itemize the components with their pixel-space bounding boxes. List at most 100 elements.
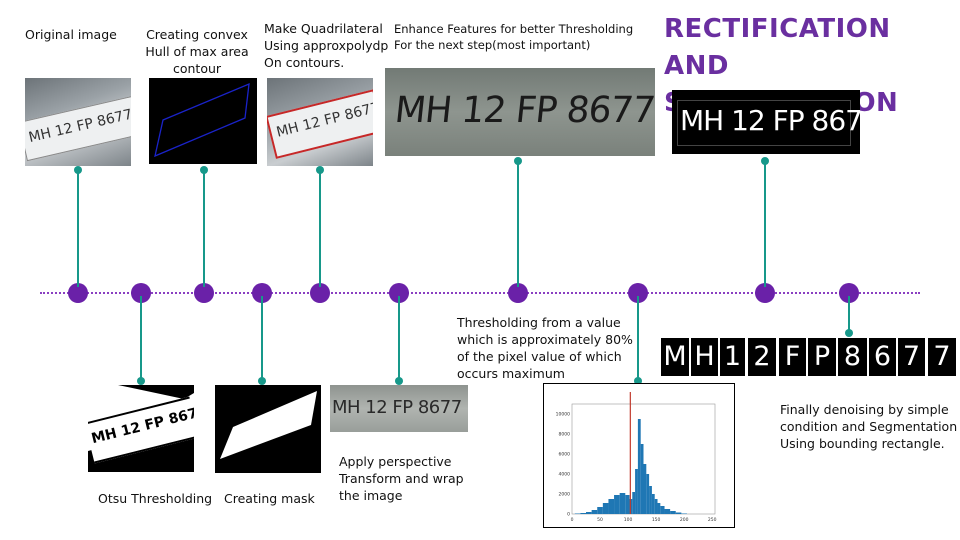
connector-tip-final-plate xyxy=(761,157,769,165)
histogram-bar xyxy=(681,513,687,514)
connector-perspective xyxy=(398,296,400,381)
connector-otsu xyxy=(140,296,142,381)
histogram-bar xyxy=(597,507,603,514)
histogram-bar xyxy=(643,464,647,514)
histogram-bar xyxy=(675,512,682,514)
connector-quad xyxy=(319,172,321,287)
plate-text-quadrilateral: MH 12 FP 8677 xyxy=(274,99,373,141)
connector-tip-hull xyxy=(200,166,208,174)
histogram-bar xyxy=(646,474,650,514)
histogram-bar xyxy=(651,494,655,514)
segment-char-5: F xyxy=(779,338,806,376)
histogram-y-tick: 4000 xyxy=(559,472,571,478)
connector-segmentation xyxy=(848,296,850,332)
histogram-bar xyxy=(660,506,665,514)
connector-final-plate xyxy=(764,163,766,287)
connector-tip-quad xyxy=(316,166,324,174)
connector-hull xyxy=(203,172,205,287)
image-convex-hull xyxy=(149,78,257,164)
plate-text-final: MH 12 FP 8677 xyxy=(680,104,860,137)
connector-tip-enhance xyxy=(514,157,522,165)
title-line-1: RECTIFICATION xyxy=(664,14,891,44)
histogram-y-tick: 8000 xyxy=(559,432,571,438)
image-otsu-threshold: MH 12 FP 8677 xyxy=(88,385,194,472)
connector-tip-original xyxy=(74,166,82,174)
caption-quadrilateral: Make Quadrilateral Using approxpolydp On… xyxy=(264,21,389,70)
histogram-bar xyxy=(640,444,644,514)
timeline-node-original xyxy=(68,283,88,303)
plate-text-perspective: MH 12 FP 8677 xyxy=(332,397,462,418)
histogram-chart: 0 2000 4000 6000 8000 10000 0 50 100 150 200 250 xyxy=(543,383,735,528)
histogram-bar xyxy=(649,486,652,514)
segment-char-8: 6 xyxy=(869,338,896,376)
connector-threshold xyxy=(637,296,639,381)
segment-char-9: 7 xyxy=(898,338,925,376)
segment-char-10: 7 xyxy=(928,338,956,376)
histogram-x-tick: 200 xyxy=(680,517,689,523)
histogram-x-tick: 0 xyxy=(571,517,574,523)
timeline-node-segmentation xyxy=(839,283,859,303)
caption-mask: Creating mask xyxy=(224,491,315,506)
histogram-bar xyxy=(635,469,638,514)
caption-convex-hull: Creating convex Hull of max area contour xyxy=(145,27,249,76)
segment-char-7: 8 xyxy=(838,338,867,376)
histogram-x-tick: 50 xyxy=(597,517,603,523)
timeline-node-otsu xyxy=(131,283,151,303)
histogram-bar xyxy=(614,495,620,514)
image-perspective: MH 12 FP 8677 xyxy=(330,385,468,432)
timeline-node-quad xyxy=(310,283,330,303)
histogram-x-tick: 100 xyxy=(624,517,633,523)
connector-tip-threshold xyxy=(634,377,642,385)
image-enhanced-plate: MH 12 FP 8677 xyxy=(385,68,655,156)
connector-tip-mask xyxy=(258,377,266,385)
connector-mask xyxy=(261,296,263,381)
caption-perspective: Apply perspective Transform and wrap the… xyxy=(339,454,464,503)
timeline-node-enhance xyxy=(508,283,528,303)
histogram-bar xyxy=(619,493,626,514)
histogram-y-tick: 6000 xyxy=(559,452,571,458)
connector-enhance xyxy=(517,163,519,287)
connector-tip-segmentation xyxy=(845,329,853,337)
caption-segmentation: Finally denoising by simple condition an… xyxy=(780,402,958,451)
plate-text-original: MH 12 FP 8677 xyxy=(27,106,131,146)
histogram-bar xyxy=(670,511,676,514)
histogram-bar xyxy=(591,510,598,514)
plate-text-enhanced: MH 12 FP 8677 xyxy=(392,90,655,131)
timeline-node-hull xyxy=(194,283,214,303)
histogram-bar xyxy=(654,499,658,514)
image-original: MH 12 FP 8677 xyxy=(25,78,131,166)
segment-char-2: H xyxy=(691,338,718,376)
segment-char-1: M xyxy=(661,338,689,376)
image-mask xyxy=(215,385,321,473)
segment-char-4: 2 xyxy=(748,338,776,376)
histogram-bar xyxy=(632,492,636,514)
connector-tip-otsu xyxy=(137,377,145,385)
timeline-dotted-line xyxy=(40,292,920,294)
timeline-node-perspective xyxy=(389,283,409,303)
image-final-plate: MH 12 FP 8677 xyxy=(672,90,860,154)
caption-otsu: Otsu Thresholding xyxy=(98,491,213,506)
caption-enhance: Enhance Features for better Thresholding… xyxy=(394,22,634,52)
histogram-bar xyxy=(664,509,671,514)
connector-original xyxy=(77,172,79,287)
histogram-y-tick: 0 xyxy=(567,512,570,518)
timeline-node-mask xyxy=(252,283,272,303)
histogram-bar xyxy=(586,512,592,514)
caption-threshold-value: Thresholding from a value which is appro… xyxy=(457,315,633,381)
histogram-bar xyxy=(580,513,587,514)
histogram-bar xyxy=(625,495,630,514)
histogram-bar xyxy=(608,499,615,514)
image-quadrilateral: MH 12 FP 8677 xyxy=(267,78,373,166)
timeline-node-threshold xyxy=(628,283,648,303)
histogram-y-tick: 10000 xyxy=(556,412,570,418)
connector-tip-perspective xyxy=(395,377,403,385)
segment-char-3: 1 xyxy=(720,338,745,376)
caption-original-image: Original image xyxy=(25,27,117,42)
histogram-svg: 0 2000 4000 6000 8000 10000 0 50 100 150 200 250 xyxy=(556,392,717,523)
histogram-bar xyxy=(574,513,581,514)
histogram-x-tick: 150 xyxy=(652,517,661,523)
histogram-y-tick: 2000 xyxy=(559,492,571,498)
histogram-bar xyxy=(637,419,641,514)
segment-char-6: P xyxy=(808,338,836,376)
timeline-node-final-plate xyxy=(755,283,775,303)
